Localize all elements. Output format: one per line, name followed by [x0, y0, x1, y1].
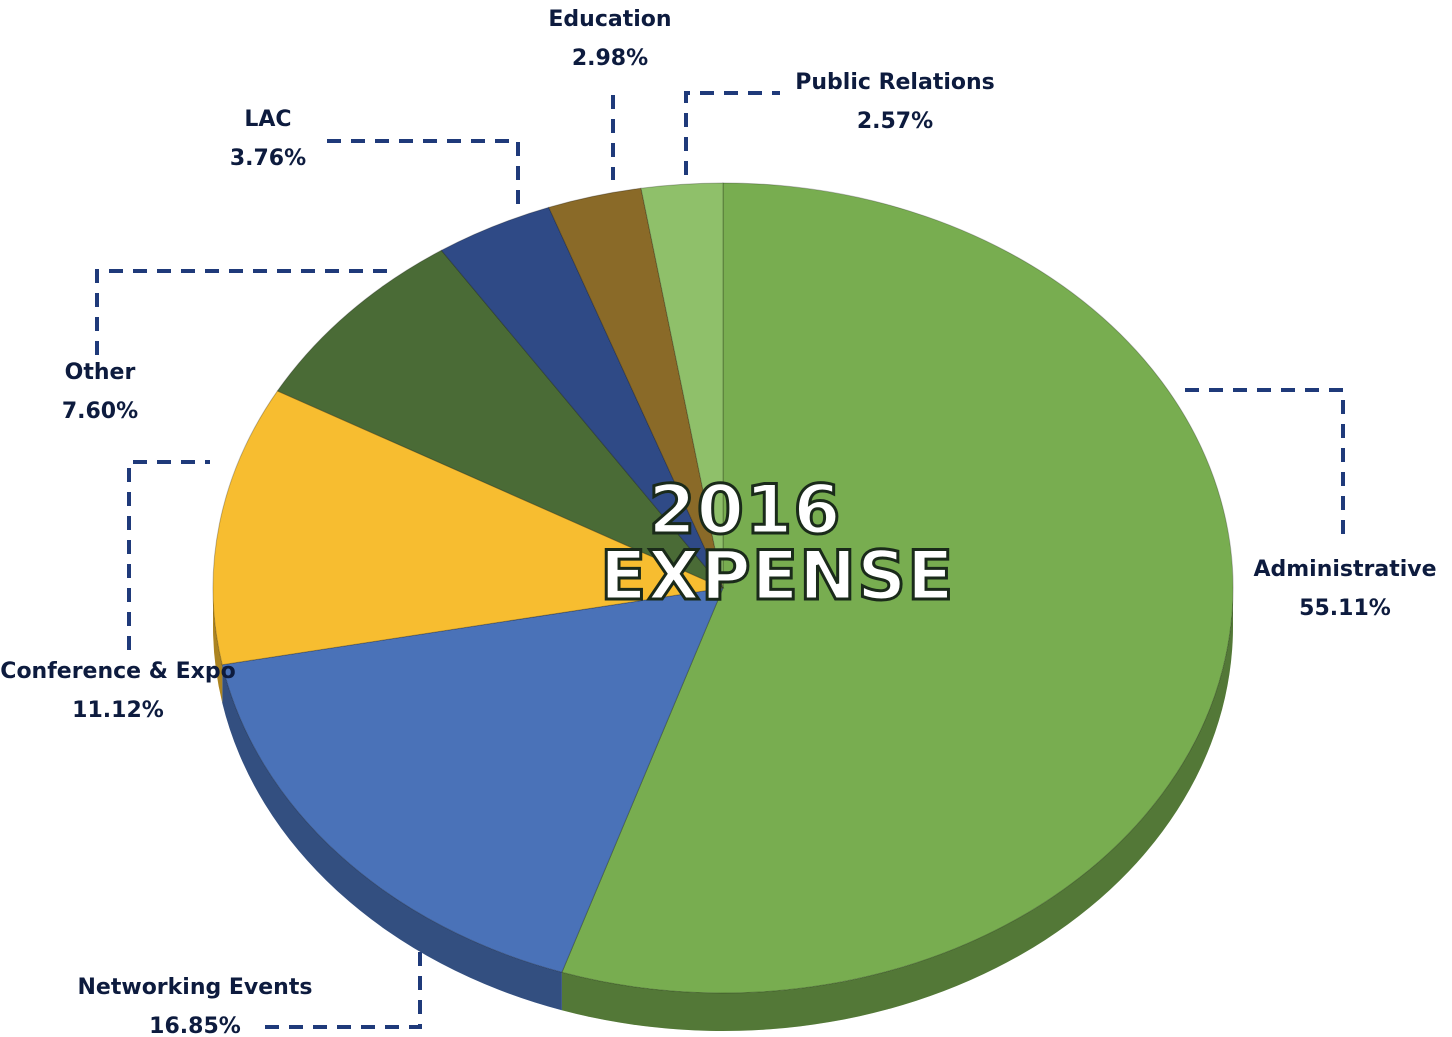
value-label: 55.11%: [1299, 596, 1391, 621]
pie: [212, 182, 1234, 1031]
labels: Administrative 55.11% Networking Events 16.…: [0, 7, 1436, 1037]
leader-line: [327, 139, 520, 210]
leader-lines: [95, 91, 1345, 1029]
slice-tops: [212, 182, 1234, 994]
leader-line: [684, 91, 780, 175]
slice: [221, 587, 724, 973]
leader-line: [265, 950, 422, 1029]
slice-label: Public Relations: [795, 70, 995, 95]
chart-title: 2016 EXPENSE: [599, 471, 956, 616]
slice-side: [561, 588, 1233, 1031]
value-label: 2.98%: [572, 46, 648, 71]
slice-label: Conference & Expo: [0, 659, 235, 684]
slice-side: [222, 664, 562, 1011]
slice-label: Other: [65, 360, 136, 385]
value-label: 2.57%: [857, 109, 933, 134]
value-label: 7.60%: [62, 399, 138, 424]
slice-side-shade: [222, 664, 562, 1011]
slice-sides: [213, 588, 1233, 1031]
slice: [561, 182, 1234, 994]
leader-line: [1185, 388, 1345, 535]
slice-side: [213, 588, 223, 703]
slice: [548, 187, 724, 589]
slice-side-shade: [213, 588, 223, 703]
leader-line: [95, 269, 390, 355]
value-label: 16.85%: [149, 1014, 241, 1037]
slice-label: Education: [548, 7, 671, 32]
slice-label: Networking Events: [78, 975, 313, 1000]
slice: [440, 206, 724, 589]
slice-label: Administrative: [1253, 557, 1436, 582]
slice: [212, 390, 725, 666]
value-label: 3.76%: [230, 146, 306, 171]
slice-label: LAC: [244, 107, 291, 132]
slice: [640, 182, 724, 589]
slice: [276, 249, 724, 589]
leader-line: [127, 460, 210, 650]
value-label: 11.12%: [72, 698, 164, 723]
slice-side-shade: [561, 588, 1233, 1031]
